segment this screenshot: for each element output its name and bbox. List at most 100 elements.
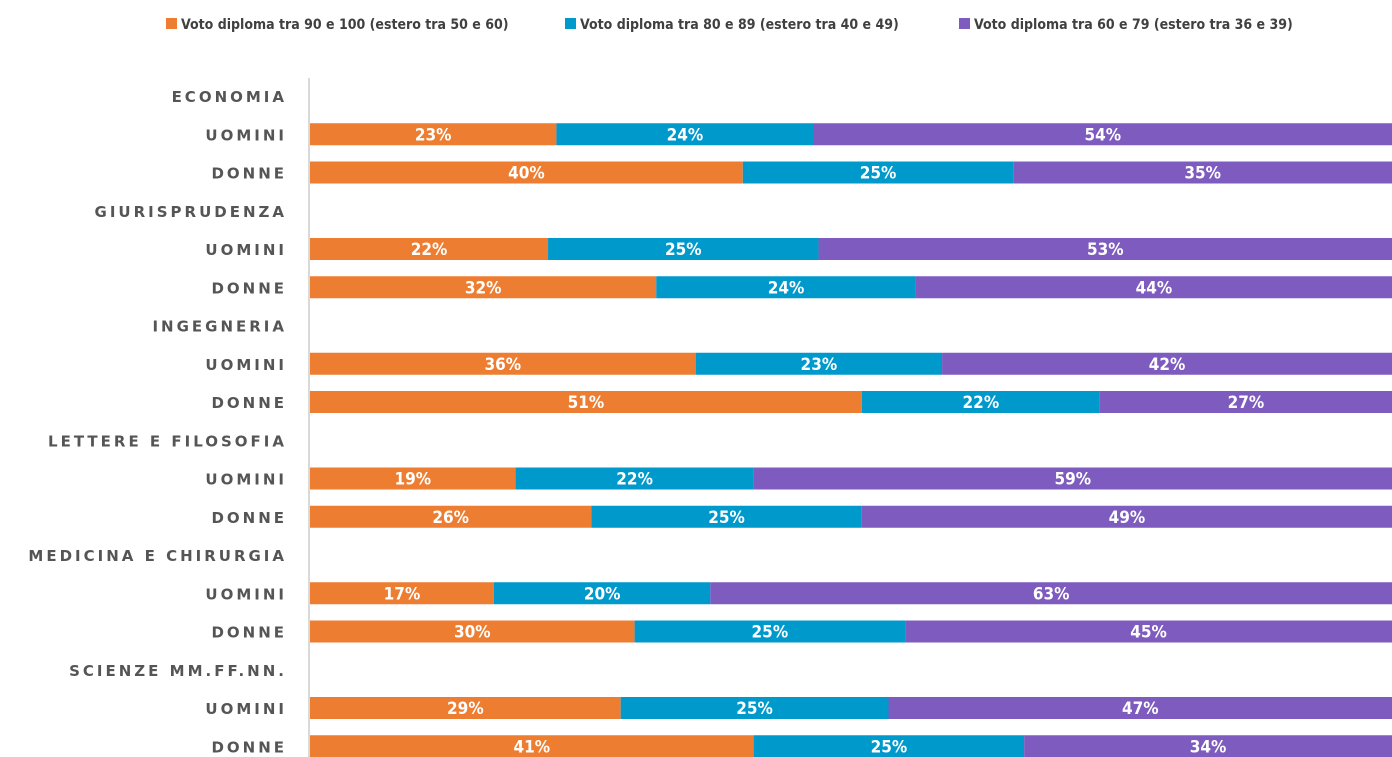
row-label: DONNE xyxy=(211,279,287,297)
bar-segment xyxy=(634,620,906,643)
data-label: 35% xyxy=(1184,164,1221,184)
bar-segment xyxy=(861,505,1392,528)
data-label: 49% xyxy=(1109,508,1146,528)
bar-segment xyxy=(905,620,1392,643)
bar-segment xyxy=(548,238,819,260)
data-label: 44% xyxy=(1136,278,1173,298)
data-label: 19% xyxy=(394,470,431,490)
legend-swatch xyxy=(565,18,576,29)
data-label: 22% xyxy=(616,470,653,490)
bar-segment xyxy=(818,238,1392,260)
row-label: UOMINI xyxy=(205,126,287,144)
row-label: UOMINI xyxy=(205,241,287,259)
data-label: 42% xyxy=(1149,355,1186,375)
data-label: 29% xyxy=(447,699,484,719)
data-label: 22% xyxy=(411,240,448,260)
bar-segment xyxy=(813,123,1392,146)
data-label: 25% xyxy=(871,737,908,757)
data-label: 25% xyxy=(665,240,702,260)
row-label: DONNE xyxy=(211,394,287,412)
data-label: 20% xyxy=(584,584,621,604)
legend-swatch xyxy=(959,18,970,29)
bar-segment xyxy=(493,582,711,605)
data-label: 63% xyxy=(1033,584,1070,604)
row-label: UOMINI xyxy=(205,700,287,718)
data-label: 25% xyxy=(752,623,789,643)
data-label: 54% xyxy=(1084,125,1121,145)
legend-item: Voto diploma tra 80 e 89 (estero tra 40 … xyxy=(565,17,899,33)
legend-item: Voto diploma tra 60 e 79 (estero tra 36 … xyxy=(959,17,1293,33)
data-label: 27% xyxy=(1228,393,1265,413)
data-label: 41% xyxy=(514,737,551,757)
bar-segment xyxy=(1024,735,1392,757)
group-label: MEDICINA E CHIRURGIA xyxy=(28,547,287,565)
bar-segment xyxy=(591,505,862,528)
bar-segment xyxy=(310,391,862,413)
group-label: ECONOMIA xyxy=(172,88,287,106)
bar-segment xyxy=(710,582,1392,605)
legend-item: Voto diploma tra 90 e 100 (estero tra 50… xyxy=(166,17,509,33)
bar-segment xyxy=(310,735,754,757)
bar-segment xyxy=(556,123,814,146)
group-label: SCIENZE MM.FF.NN. xyxy=(69,662,287,680)
data-label: 53% xyxy=(1087,240,1124,260)
row-label: DONNE xyxy=(211,738,287,756)
data-label: 25% xyxy=(860,164,897,184)
bar-segment xyxy=(310,582,494,605)
data-label: 25% xyxy=(708,508,745,528)
data-label: 34% xyxy=(1190,737,1227,757)
data-label: 17% xyxy=(384,584,421,604)
bar-segment xyxy=(1099,391,1392,413)
legend-swatch xyxy=(166,18,177,29)
bar-segment xyxy=(310,467,516,490)
data-label: 45% xyxy=(1130,623,1167,643)
data-label: 30% xyxy=(454,623,491,643)
bar-segment xyxy=(310,238,549,260)
bar-segment xyxy=(310,352,696,375)
group-label: INGEGNERIA xyxy=(152,318,287,336)
legend-label: Voto diploma tra 60 e 79 (estero tra 36 … xyxy=(974,17,1293,33)
bar-segment xyxy=(753,467,1392,490)
bar-segment xyxy=(888,697,1392,719)
data-label: 22% xyxy=(963,393,1000,413)
legend-label: Voto diploma tra 80 e 89 (estero tra 40 … xyxy=(580,17,899,33)
data-label: 51% xyxy=(568,393,605,413)
data-label: 32% xyxy=(465,278,502,298)
data-label: 26% xyxy=(432,508,469,528)
bar-segment xyxy=(915,276,1392,299)
row-label: DONNE xyxy=(211,624,287,642)
bar-segment xyxy=(942,352,1392,375)
data-label: 59% xyxy=(1055,470,1092,490)
data-label: 40% xyxy=(508,164,545,184)
row-label: UOMINI xyxy=(205,356,287,374)
bar-segment xyxy=(310,620,635,643)
bar-segment xyxy=(695,352,943,375)
bar-segment xyxy=(1013,161,1392,184)
row-label: UOMINI xyxy=(205,585,287,603)
bar-segment xyxy=(310,123,557,146)
bar-segment xyxy=(515,467,754,490)
data-label: 25% xyxy=(736,699,773,719)
group-label: GIURISPRUDENZA xyxy=(95,203,287,221)
bar-segment xyxy=(656,276,916,299)
data-label: 47% xyxy=(1122,699,1159,719)
data-label: 36% xyxy=(485,355,522,375)
row-label: DONNE xyxy=(211,165,287,183)
bar-segment xyxy=(310,161,743,184)
group-label: LETTERE E FILOSOFIA xyxy=(48,432,287,450)
bar-segment xyxy=(753,735,1025,757)
legend-label: Voto diploma tra 90 e 100 (estero tra 50… xyxy=(181,17,509,33)
data-label: 24% xyxy=(768,278,805,298)
bar-segment xyxy=(742,161,1014,184)
bar-segment xyxy=(310,505,592,528)
bar-segment xyxy=(310,276,657,299)
bar-segment xyxy=(310,697,621,719)
legend: Voto diploma tra 90 e 100 (estero tra 50… xyxy=(166,17,1293,33)
bar-segment xyxy=(620,697,889,719)
plot-area: ECONOMIA UOMINI 23% 24% 54% DONNE 40% 25% 35% GIU… xyxy=(28,88,1392,757)
row-label: UOMINI xyxy=(205,471,287,489)
data-label: 23% xyxy=(801,355,838,375)
data-label: 24% xyxy=(667,125,704,145)
bar-segment xyxy=(861,391,1100,413)
